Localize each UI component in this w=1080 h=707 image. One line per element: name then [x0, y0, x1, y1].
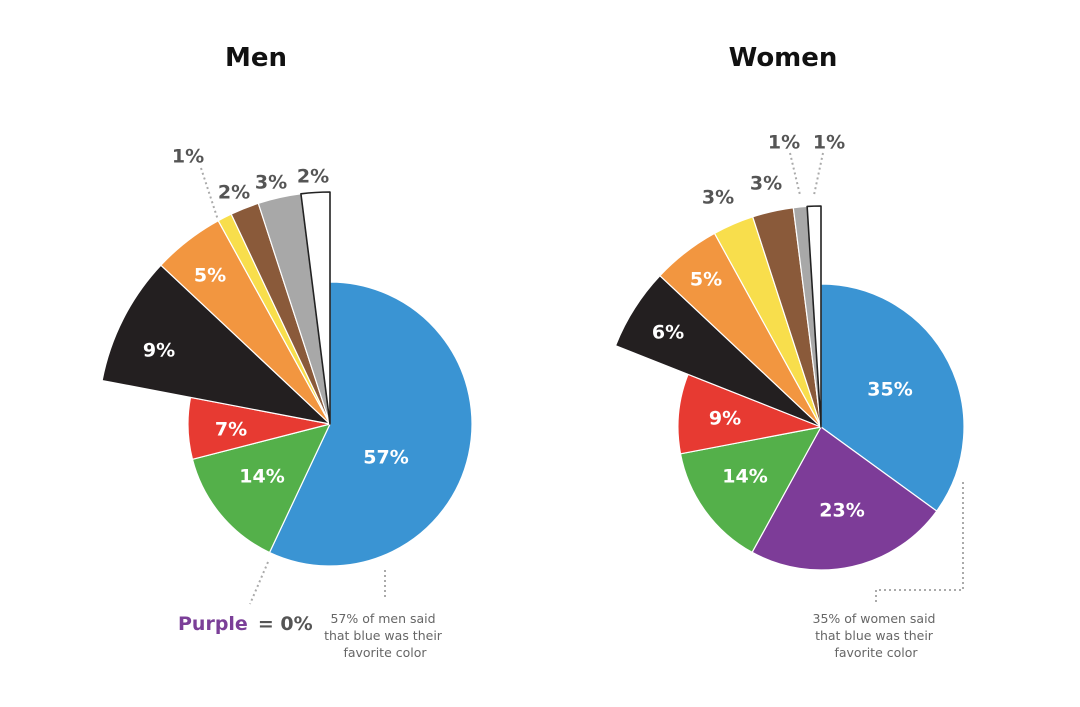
women-slice-label-0: 35%: [867, 379, 912, 401]
women-note: 35% of women said that blue was their fa…: [813, 611, 940, 660]
men-note-line-3: favorite color: [343, 645, 427, 660]
women-slice-label-6: 3%: [702, 187, 734, 209]
men-slice-label-2: 7%: [215, 419, 247, 441]
men-slice-label-8: 2%: [297, 166, 329, 188]
men-slice-8: [300, 191, 331, 425]
purple-value: = 0%: [258, 613, 313, 635]
men-slice-label-5: 1%: [172, 146, 204, 168]
women-slice-0: [820, 283, 965, 512]
women-slice-9: [806, 205, 822, 428]
men-slice-1: [191, 423, 331, 554]
women-note-leader: [875, 482, 964, 604]
women-slice-label-7: 3%: [750, 173, 782, 195]
men-purple-leader: [249, 561, 269, 605]
men-slice-label-6: 2%: [218, 182, 250, 204]
women-pie-chart: Women 35% 23% 14% 9% 6% 5% 3% 3% 1% 1% 35% of wom…: [614, 43, 965, 660]
women-slice-2: [679, 426, 822, 553]
men-note-line-2: that blue was their: [324, 628, 443, 643]
women-note-line-3: favorite color: [834, 645, 918, 660]
purple-word: Purple: [178, 613, 248, 635]
women-note-line-2: that blue was their: [815, 628, 934, 643]
men-chart-title: Men: [225, 43, 287, 73]
men-slice-label-3: 9%: [143, 340, 175, 362]
men-note-line-1: 57% of men said: [330, 611, 435, 626]
women-note-line-1: 35% of women said: [813, 611, 936, 626]
women-slice-label-4: 6%: [652, 322, 684, 344]
men-slice-3: [101, 264, 331, 425]
men-labels: 57%14%7%9%5%1%2% 3% 2%: [143, 146, 409, 488]
women-slice-label-5: 5%: [690, 269, 722, 291]
men-slices: [101, 191, 473, 567]
women-slice-label-1: 23%: [819, 500, 864, 522]
women-chart-title: Women: [729, 43, 838, 73]
men-slice-label-4: 5%: [194, 265, 226, 287]
women-slice-label-9: 1%: [813, 132, 845, 154]
women-slice-3: [677, 373, 822, 455]
women-slices: [614, 205, 965, 571]
men-note: 57% of men said that blue was their favo…: [324, 611, 446, 660]
men-pie-chart: Men 57%14%7%9%5%1%2% 3% 2% Purple = 0% 57%…: [101, 43, 473, 660]
women-slice-leader-8: [789, 152, 801, 196]
men-slice-leader-5: [200, 167, 219, 221]
women-labels: 35% 23% 14% 9% 6% 5% 3% 3% 1% 1%: [652, 132, 913, 522]
women-slice-label-8: 1%: [768, 132, 800, 154]
men-slice-0: [268, 281, 473, 567]
men-slice-label-0: 57%: [363, 447, 408, 469]
women-slice-1: [751, 426, 938, 571]
men-slice-label-7: 3%: [255, 172, 287, 194]
women-slice-label-2: 14%: [722, 466, 767, 488]
women-slice-leader-9: [813, 152, 824, 196]
men-slice-label-1: 14%: [239, 466, 284, 488]
men-purple-annotation: Purple = 0%: [178, 613, 313, 635]
women-slice-label-3: 9%: [709, 408, 741, 430]
